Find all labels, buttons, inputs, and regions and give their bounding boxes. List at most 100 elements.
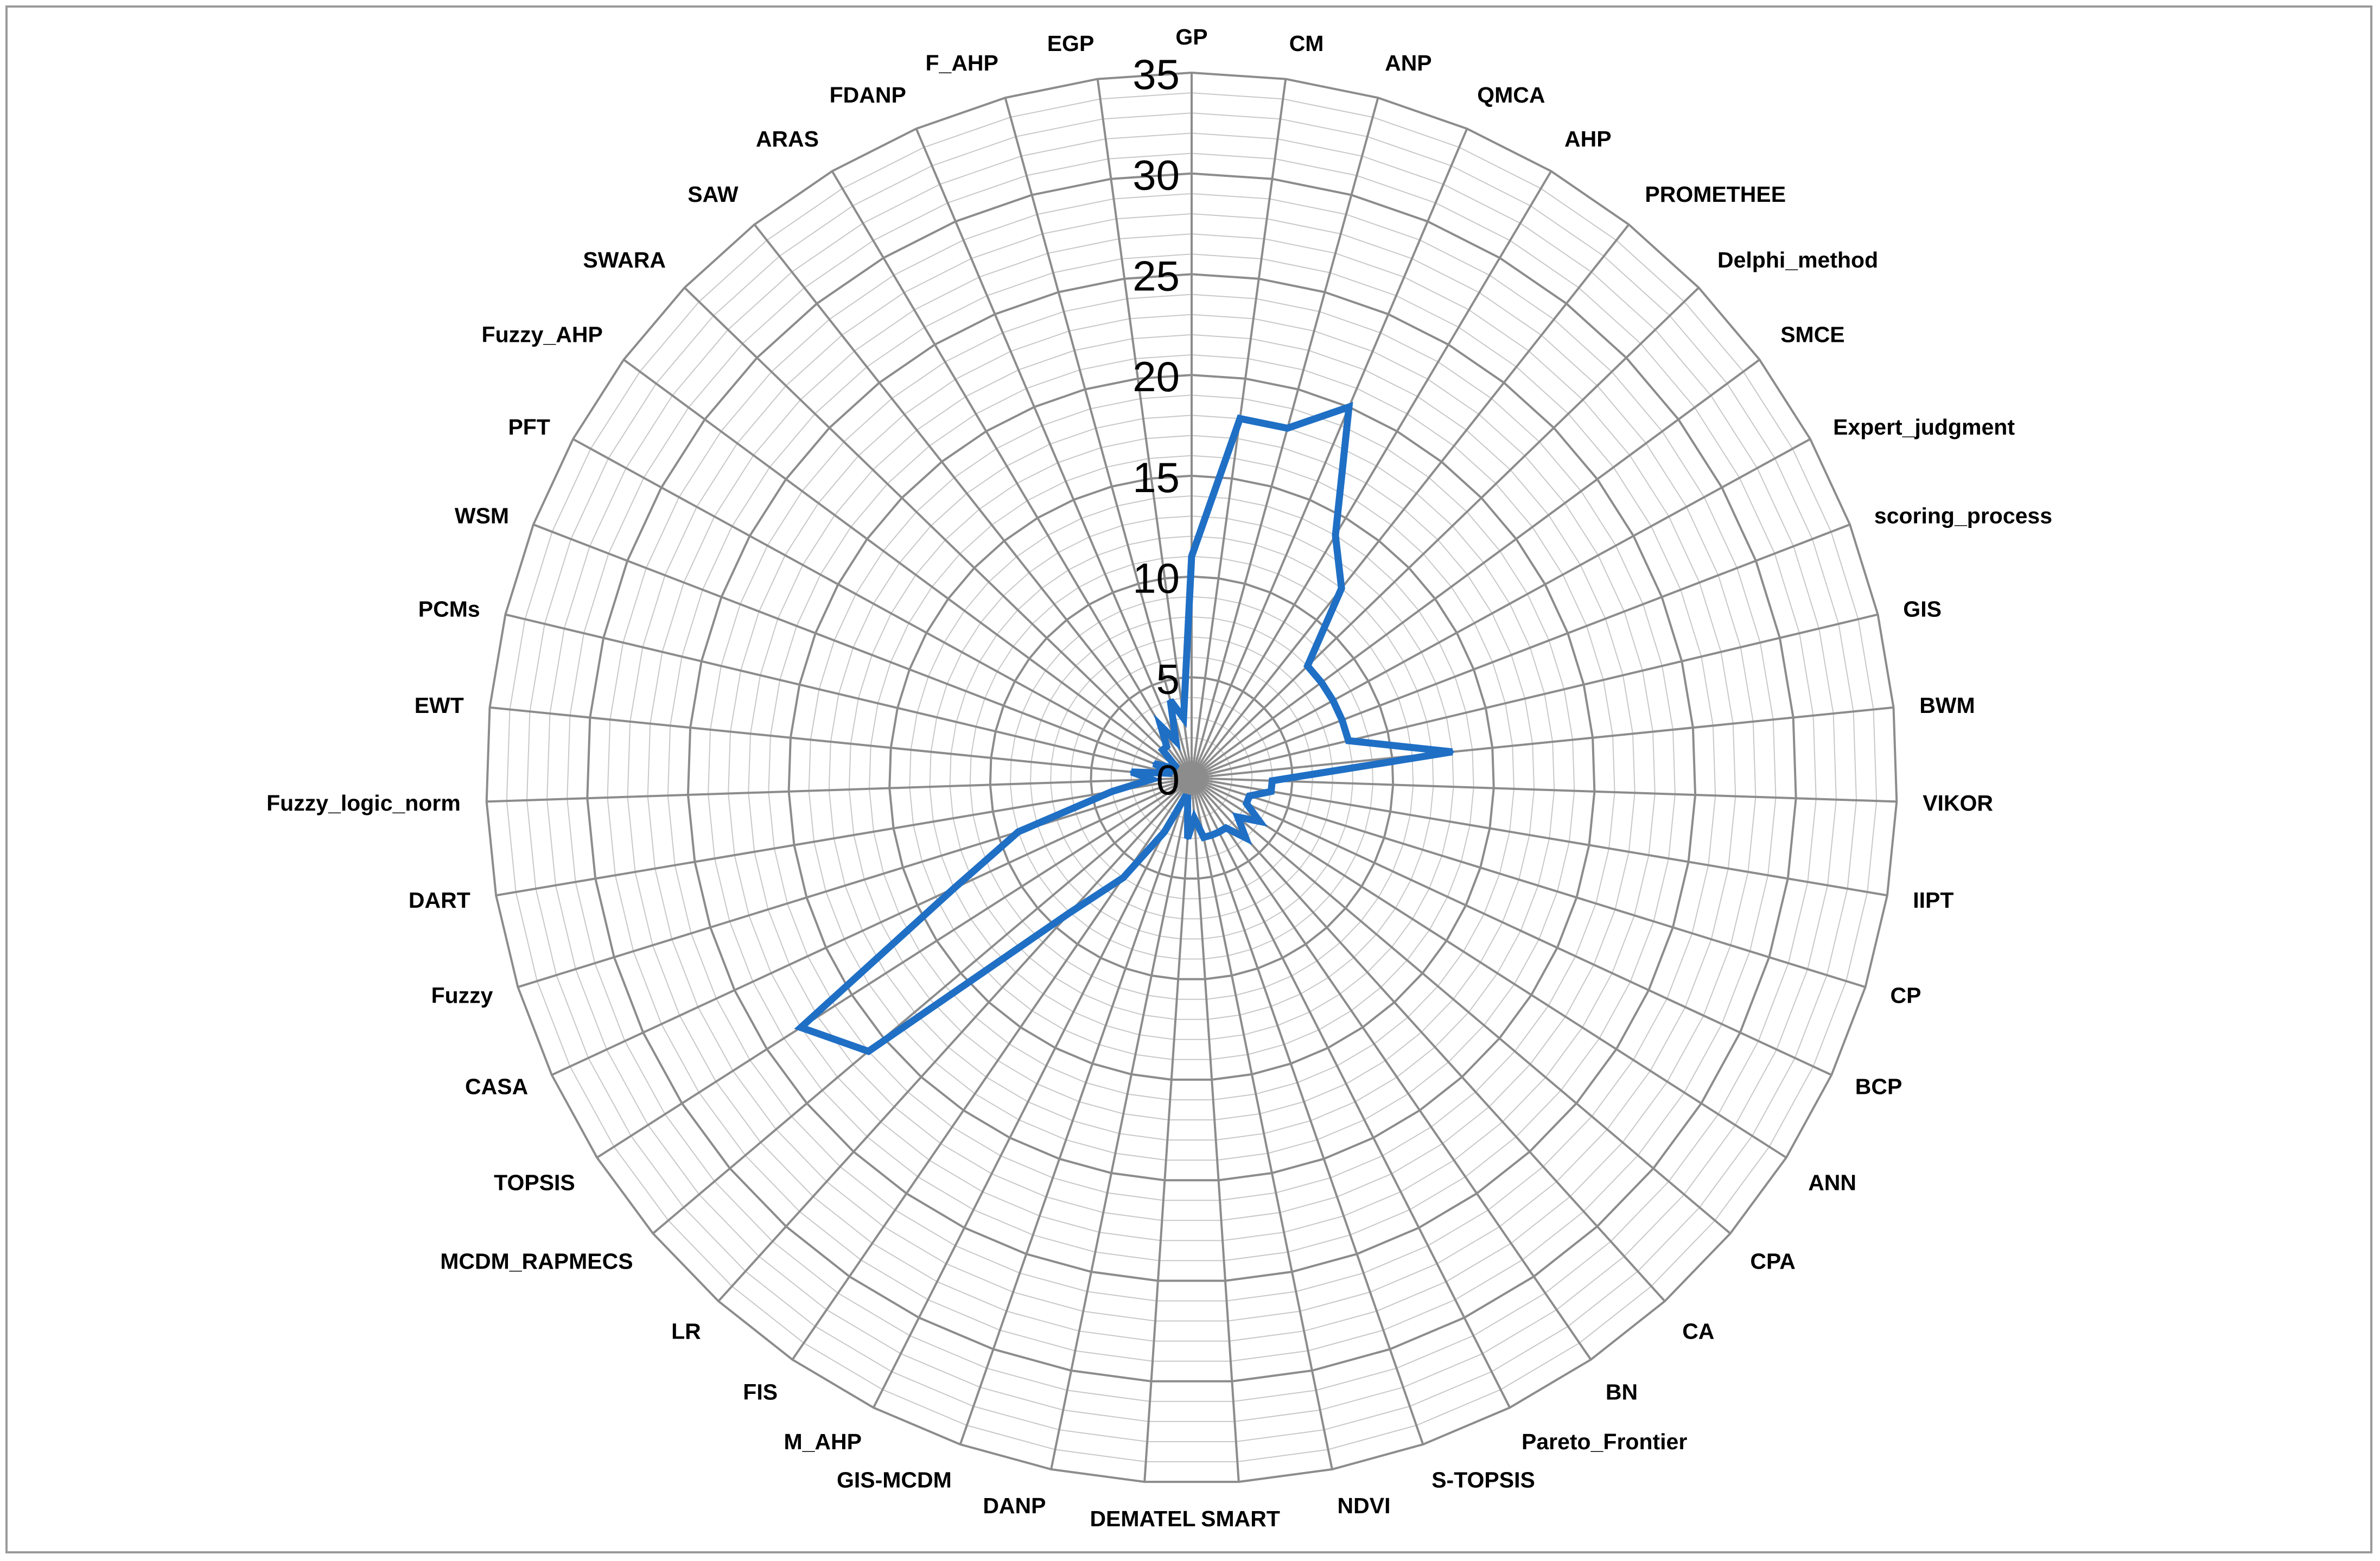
spoke-BWM	[1191, 706, 1894, 779]
tick-label-0: 0	[1156, 756, 1180, 804]
data-point-Fuzzy_AHP	[1174, 764, 1178, 768]
category-label-IIPT: IIPT	[1913, 888, 1953, 913]
spoke-F_AHP	[1004, 97, 1193, 779]
spoke-Fuzzy_logic_norm	[486, 777, 1192, 803]
spoke-PCMs	[505, 613, 1192, 779]
tick-label-5: 5	[1156, 655, 1180, 703]
spoke-Expert_judgment	[1191, 438, 1811, 779]
spoke-MCDM_RAPMECS	[652, 777, 1193, 1234]
spoke-S-TOPSIS	[1191, 778, 1424, 1445]
minor-ring-27	[647, 233, 1736, 1322]
category-label-ANN: ANN	[1808, 1170, 1856, 1195]
data-point-PROMETHEE	[1340, 587, 1344, 590]
data-point-EWT	[1130, 770, 1134, 774]
spoke-CASA	[551, 777, 1192, 1076]
major-ring-10	[989, 575, 1395, 980]
data-point-scoring_process	[1340, 718, 1344, 722]
spoke-M_AHP	[872, 778, 1193, 1409]
minor-ring-12	[949, 536, 1434, 1020]
data-point-DEMATEL	[1186, 837, 1189, 840]
spoke-BCP	[1191, 777, 1832, 1076]
category-label-Fuzzy: Fuzzy	[431, 983, 493, 1008]
data-point-F_AHP	[1168, 698, 1172, 702]
data-point-CA	[1244, 836, 1248, 840]
data-point-Expert_judgment	[1331, 699, 1335, 703]
spoke-DART	[495, 777, 1192, 897]
minor-ring-29	[607, 193, 1777, 1362]
category-label-BWM: BWM	[1919, 693, 1975, 718]
spoke-GIS-MCDM	[959, 778, 1193, 1445]
data-point-FIS	[1121, 876, 1125, 880]
category-label-CP: CP	[1891, 983, 1921, 1008]
spoke-NDVI	[1191, 778, 1333, 1470]
data-point-SWARA	[1161, 748, 1164, 752]
category-label-CM: CM	[1289, 31, 1324, 56]
spoke-AHP	[1191, 170, 1552, 779]
spoke-scoring_process	[1191, 523, 1850, 779]
spoke-SAW	[753, 224, 1193, 779]
spoke-BN	[1191, 777, 1592, 1360]
category-label-SWARA: SWARA	[583, 247, 666, 272]
data-point-SMART	[1193, 817, 1196, 820]
data-point-SMCE	[1320, 680, 1323, 684]
data-point-BCP	[1245, 801, 1249, 805]
spoke-WSM	[533, 523, 1192, 779]
category-label-Fuzzy_AHP: Fuzzy_AHP	[482, 322, 603, 347]
category-label-CPA: CPA	[1750, 1248, 1796, 1273]
minor-ring-23	[728, 314, 1656, 1241]
data-point-Pareto_Frontier	[1217, 830, 1221, 834]
major-ring-20	[787, 374, 1596, 1182]
tick-label-20: 20	[1132, 353, 1180, 400]
spoke-EWT	[489, 706, 1192, 779]
minor-ring-28	[627, 213, 1757, 1342]
chart-frame: 0 5 10 15 20 25 30 35 GP CM ANP QMCA AHP PROMETHEE De…	[5, 5, 2372, 1553]
minor-ring-6	[1070, 657, 1313, 900]
spoke-LR	[717, 777, 1193, 1302]
data-point-GIS	[1347, 739, 1350, 743]
data-point-FDANP	[1174, 739, 1178, 743]
minor-ring-34	[506, 92, 1878, 1462]
category-label-MCDM_RAPMECS: MCDM_RAPMECS	[440, 1248, 633, 1273]
category-label-SMART: SMART	[1201, 1506, 1280, 1531]
spoke-Fuzzy_AHP	[623, 359, 1193, 779]
data-point-QMCA	[1347, 405, 1351, 409]
spoke-CPA	[1191, 777, 1731, 1234]
category-label-EWT: EWT	[415, 693, 464, 718]
spoke-ANP	[1191, 97, 1379, 779]
minor-grid	[506, 92, 1878, 1462]
data-point-ANP	[1286, 426, 1289, 430]
category-label-GP: GP	[1175, 24, 1207, 49]
data-point-Fuzzy	[1016, 830, 1020, 833]
category-label-QMCA: QMCA	[1477, 82, 1545, 107]
minor-ring-11	[969, 556, 1414, 1000]
category-label-M_AHP: M_AHP	[784, 1429, 862, 1454]
major-grid	[485, 71, 1898, 1483]
category-label-scoring_process: scoring_process	[1874, 504, 2052, 528]
data-point-GP	[1190, 555, 1193, 558]
minor-ring-9	[1009, 596, 1374, 960]
category-label-SAW: SAW	[688, 182, 739, 207]
category-label-PROMETHEE: PROMETHEE	[1645, 182, 1786, 207]
data-point-ARAS	[1159, 724, 1163, 728]
spoke-VIKOR	[1191, 777, 1897, 803]
data-point-CASA	[952, 887, 956, 890]
category-label-FDANP: FDANP	[830, 82, 906, 107]
spoke-PFT	[572, 438, 1192, 779]
category-label-VIKOR: VIKOR	[1923, 791, 1993, 815]
category-label-CA: CA	[1682, 1319, 1714, 1344]
category-label-NDVI: NDVI	[1338, 1493, 1391, 1518]
minor-ring-22	[748, 334, 1636, 1221]
category-label-GIS-MCDM: GIS-MCDM	[837, 1467, 952, 1492]
spoke-QMCA	[1191, 128, 1468, 779]
minor-ring-19	[808, 394, 1575, 1161]
category-label-S-TOPSIS: S-TOPSIS	[1431, 1467, 1535, 1492]
major-ring-15	[888, 474, 1495, 1081]
major-ring-25	[686, 273, 1697, 1282]
spoke-SMCE	[1191, 359, 1760, 779]
category-label-BCP: BCP	[1855, 1074, 1902, 1099]
category-label-WSM: WSM	[455, 504, 509, 528]
category-label-TOPSIS: TOPSIS	[494, 1170, 575, 1195]
category-label-PFT: PFT	[508, 415, 550, 439]
spoke-SMART	[1191, 778, 1240, 1482]
minor-ring-26	[667, 253, 1716, 1302]
